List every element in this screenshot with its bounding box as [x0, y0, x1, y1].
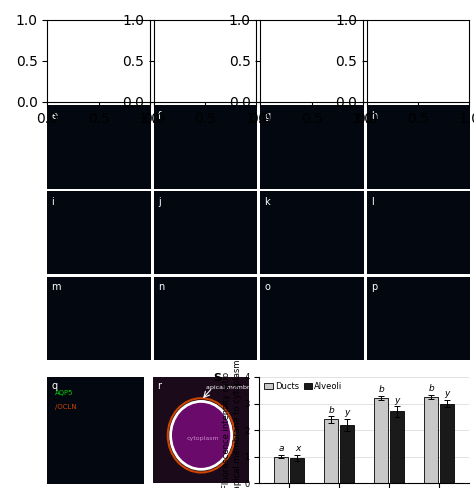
Y-axis label: Magnified: Magnified [36, 126, 45, 167]
Text: y: y [345, 408, 350, 417]
Bar [391, 411, 404, 483]
Title: L2: L2 [412, 10, 424, 20]
Title: P16: P16 [89, 10, 109, 20]
Bar [440, 404, 454, 483]
Bar [291, 458, 304, 483]
Text: h: h [371, 111, 377, 121]
Text: c: c [264, 25, 270, 35]
Text: cytoplasm: cytoplasm [187, 436, 219, 441]
Bar [424, 397, 438, 483]
Text: l: l [371, 197, 374, 207]
Text: b: b [158, 25, 164, 35]
Text: AQP5: AQP5 [53, 32, 71, 38]
Text: a: a [52, 25, 57, 35]
Text: g: g [264, 111, 271, 121]
Text: y: y [445, 389, 450, 398]
Circle shape [171, 402, 232, 469]
Text: o: o [264, 283, 270, 292]
Text: b: b [328, 406, 334, 415]
Title: P18: P18 [195, 10, 215, 20]
Text: d: d [371, 25, 377, 35]
Text: b: b [378, 386, 384, 394]
Text: y: y [395, 396, 400, 405]
Bar [324, 420, 338, 483]
Text: a: a [279, 445, 284, 453]
Bar [274, 457, 289, 483]
Text: j: j [158, 197, 161, 207]
Y-axis label: Fluorescence intensity ratio
of apical membrane to cytoplasm: Fluorescence intensity ratio of apical m… [222, 359, 242, 488]
Text: m: m [52, 283, 61, 292]
Y-axis label: Interlobular ducts: Interlobular ducts [36, 23, 45, 98]
Text: /OCLN: /OCLN [55, 404, 77, 409]
Legend: Ducts, Alveoli: Ducts, Alveoli [264, 381, 344, 392]
Text: k: k [264, 197, 270, 207]
Bar [374, 398, 388, 483]
Text: q: q [51, 381, 57, 391]
Y-axis label: Magnified: Magnified [36, 297, 45, 339]
Y-axis label: Alveoli: Alveoli [36, 218, 45, 246]
Text: e: e [52, 111, 57, 121]
Text: r: r [157, 381, 161, 391]
Text: x: x [295, 444, 300, 453]
Bar [340, 425, 355, 483]
Text: /OCLN: /OCLN [53, 44, 74, 50]
Text: b: b [428, 385, 434, 393]
Text: p: p [371, 283, 377, 292]
Text: i: i [52, 197, 54, 207]
Text: apical membrane: apical membrane [206, 386, 261, 390]
Text: f: f [158, 111, 161, 121]
Title: L0: L0 [305, 10, 318, 20]
Text: S: S [213, 373, 221, 383]
Text: n: n [158, 283, 164, 292]
Text: AQP5: AQP5 [55, 390, 73, 396]
